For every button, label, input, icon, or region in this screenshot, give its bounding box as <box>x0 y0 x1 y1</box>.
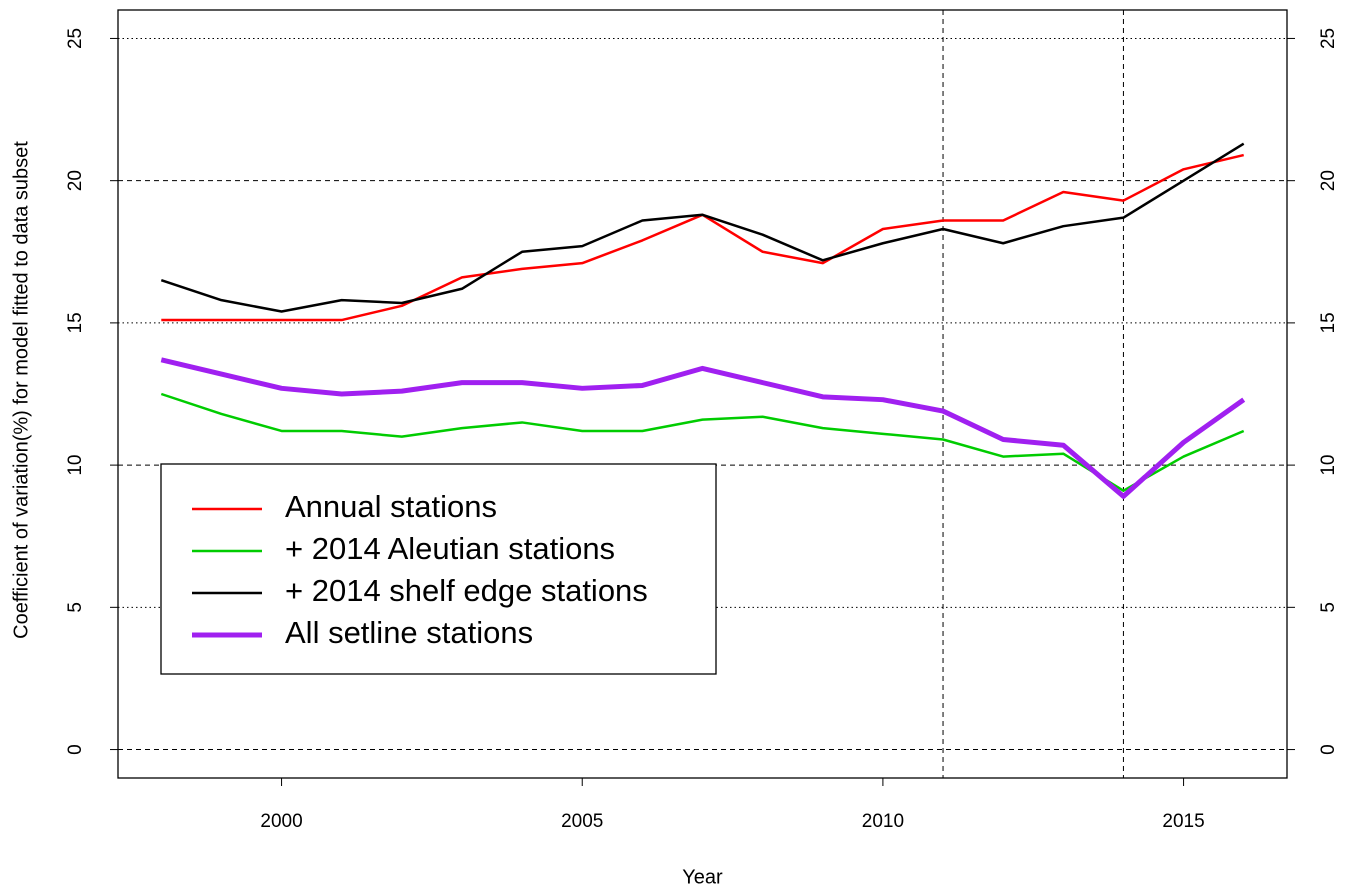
x-tick-label: 2015 <box>1162 811 1204 832</box>
x-tick-label: 2005 <box>561 811 603 832</box>
legend-label: All setline stations <box>285 615 533 650</box>
y2-tick-label: 0 <box>1318 744 1339 755</box>
y2-tick-label: 15 <box>1318 312 1339 333</box>
y-tick-label: 25 <box>65 28 86 49</box>
y-tick-label: 10 <box>65 455 86 476</box>
y2-tick-label: 25 <box>1318 28 1339 49</box>
y-tick-label: 20 <box>65 170 86 191</box>
y2-tick-label: 20 <box>1318 170 1339 191</box>
series-line <box>160 392 1245 492</box>
series-line <box>160 357 1246 499</box>
y-tick-label: 0 <box>65 744 86 755</box>
y2-tick-label: 5 <box>1318 602 1339 613</box>
x-tick-label: 2010 <box>862 811 904 832</box>
legend-label: + 2014 Aleutian stations <box>285 531 615 566</box>
legend-label: Annual stations <box>285 489 497 524</box>
series-line <box>161 153 1244 322</box>
legend-label: + 2014 shelf edge stations <box>285 573 648 608</box>
y2-tick-label: 10 <box>1318 455 1339 476</box>
y-axis-label: Coefficient of variation(%) for model fi… <box>10 141 32 639</box>
x-tick-label: 2000 <box>260 811 302 832</box>
x-axis-label: Year <box>682 866 723 888</box>
series-line <box>160 142 1245 313</box>
y-tick-label: 5 <box>65 602 86 613</box>
plot-frame <box>117 9 1288 779</box>
legend-box <box>160 463 717 675</box>
y-tick-label: 15 <box>65 312 86 333</box>
